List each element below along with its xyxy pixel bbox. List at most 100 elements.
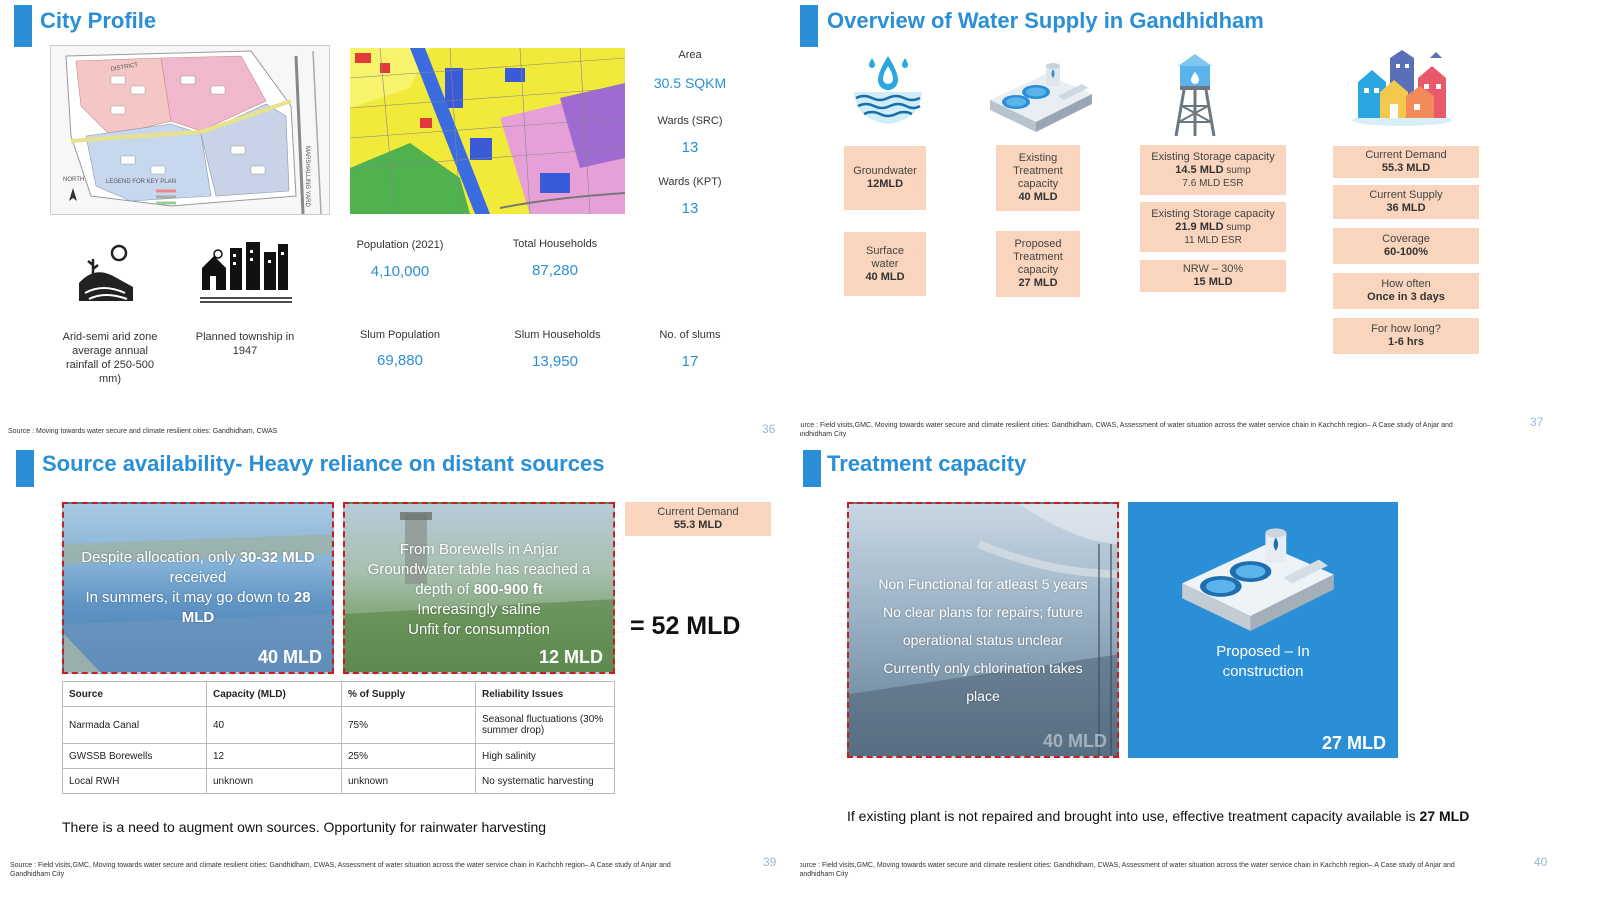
canal-photo-text: Despite allocation, only 30-32 MLD recei… xyxy=(70,548,326,628)
slum-population-label: Slum Population xyxy=(359,329,441,341)
canal-photo: Despite allocation, only 30-32 MLD recei… xyxy=(62,502,334,674)
slum-households-value: 13,950 xyxy=(532,353,578,370)
source-note: Source : Field visits,GMC, Moving toward… xyxy=(800,862,1455,878)
table-cell: unknown xyxy=(206,768,342,794)
households-value: 87,280 xyxy=(532,262,578,279)
groundwater-label: Groundwater xyxy=(853,165,917,177)
slide-title: Source availability- Heavy reliance on d… xyxy=(42,451,605,476)
borewell-text-1: From Borewells in Anjar xyxy=(399,541,559,558)
table-cell: Local RWH xyxy=(62,768,207,794)
table-cell: 40 xyxy=(206,706,342,744)
area-label: Area xyxy=(678,49,702,61)
table-header: % of Supply xyxy=(341,681,476,707)
slide-title: Treatment capacity xyxy=(827,451,1027,476)
slide-title: Overview of Water Supply in Gandhidham xyxy=(827,8,1264,33)
surface-water-label-2: water xyxy=(871,257,899,270)
table-header: Reliability Issues xyxy=(475,681,615,707)
effective-capacity-text: If existing plant is not repaired and br… xyxy=(847,808,1420,824)
wards-src-label: Wards (SRC) xyxy=(657,115,723,127)
nrw-label: NRW – 30% xyxy=(1182,263,1244,275)
borewell-text-5: Unfit for consumption xyxy=(408,621,550,638)
title-accent-bar xyxy=(14,5,32,47)
proposed-capacity: 27 MLD xyxy=(1321,733,1386,753)
table-cell: 12 xyxy=(206,743,342,769)
map-north-label: NORTH xyxy=(63,177,84,183)
source-table: Source Capacity (MLD) % of Supply Reliab… xyxy=(62,681,615,794)
treatment-plant-photo: Non Functional for atleast 5 years No cl… xyxy=(847,502,1119,758)
proposed-treatment-value: 27 MLD xyxy=(1018,277,1058,289)
current-supply-box: Current Supply 36 MLD xyxy=(1333,185,1479,219)
title-accent-bar xyxy=(803,450,821,487)
township-icon xyxy=(198,238,294,306)
proposed-label-2: construction xyxy=(1222,663,1304,680)
treatment-text-5: place xyxy=(966,688,1000,704)
map-yard-label: MARSHALLING YARD xyxy=(304,146,310,207)
how-often-value: Once in 3 days xyxy=(1367,291,1445,303)
table-cell: 25% xyxy=(341,743,476,769)
population-label: Population (2021) xyxy=(356,239,444,251)
current-supply-label: Current Supply xyxy=(1369,189,1443,201)
current-demand-box: Current Demand 55.3 MLD xyxy=(1333,146,1479,178)
storage-2-esr: 11 MLD ESR xyxy=(1184,234,1242,246)
existing-treatment-label-2: Treatment xyxy=(1013,165,1063,177)
houses-icon xyxy=(1350,48,1455,128)
page-number: 36 xyxy=(762,422,776,436)
storage-1-sump-unit: sump xyxy=(1223,164,1251,176)
canal-capacity: 40 MLD xyxy=(257,647,322,667)
effective-capacity-note: If existing plant is not repaired and br… xyxy=(847,807,1507,825)
map-legend-label: LEGEND FOR KEY PLAN xyxy=(106,179,176,185)
existing-treatment-box: Existing Treatment capacity 40 MLD xyxy=(996,145,1080,211)
borewell-text-3-bold: 800-900 ft xyxy=(473,581,543,598)
slums-count-label: No. of slums xyxy=(659,329,721,341)
slide-treatment-capacity: Treatment capacity Non Functional for at… xyxy=(800,450,1600,900)
slide-city-profile: City Profile NORTH LEGEND FOR KEY PLAN D… xyxy=(0,0,800,450)
table-row: Local RWH unknown unknown No systematic … xyxy=(62,768,615,794)
proposed-plant-panel: Proposed – In construction 27 MLD xyxy=(1128,502,1398,758)
canal-text-2: received xyxy=(169,569,227,586)
treatment-text-1: Non Functional for atleast 5 years xyxy=(878,576,1088,592)
title-accent-bar xyxy=(16,450,34,487)
nrw-box: NRW – 30% 15 MLD xyxy=(1140,260,1286,292)
source-note: Source : Field visits,GMC, Moving toward… xyxy=(800,422,1453,438)
proposed-label-1: Proposed – In xyxy=(1216,643,1310,660)
slum-population-value: 69,880 xyxy=(377,352,423,369)
storage-1-label: Existing Storage capacity xyxy=(1151,150,1275,163)
treatment-photo-text: Non Functional for atleast 5 years No cl… xyxy=(855,570,1111,710)
table-cell: No systematic harvesting xyxy=(475,768,615,794)
surface-water-label: Surface xyxy=(866,244,904,257)
table-cell: Seasonal fluctuations (30% summer drop) xyxy=(475,706,615,744)
climate-text: Arid-semi arid zone average annual rainf… xyxy=(62,331,158,385)
treatment-text-2: No clear plans for repairs; future xyxy=(883,604,1083,620)
storage-box-2: Existing Storage capacity 21.9 MLD sump … xyxy=(1140,202,1286,252)
borewell-text-4: Increasingly saline xyxy=(417,601,541,618)
current-demand-value: 55.3 MLD xyxy=(1381,162,1431,174)
nrw-value: 15 MLD xyxy=(1193,276,1233,288)
table-cell: unknown xyxy=(341,768,476,794)
treatment-text-3: operational status unclear xyxy=(902,632,1064,648)
augment-note: There is a need to augment own sources. … xyxy=(62,819,547,835)
current-demand-label: Current Demand xyxy=(657,506,739,518)
storage-1-sump-value: 14.5 MLD xyxy=(1175,163,1224,176)
area-value: 30.5 SQKM xyxy=(653,75,727,91)
title-accent-bar xyxy=(800,5,818,47)
total-supply: = 52 MLD xyxy=(630,612,741,640)
wards-kpt-label: Wards (KPT) xyxy=(658,176,722,188)
table-header-row: Source Capacity (MLD) % of Supply Reliab… xyxy=(62,681,615,707)
page-number: 37 xyxy=(1530,415,1544,429)
table-header: Source xyxy=(62,681,207,707)
page-number: 40 xyxy=(1534,855,1548,869)
proposed-treatment-box: Proposed Treatment capacity 27 MLD xyxy=(996,231,1080,297)
how-often-box: How often Once in 3 days xyxy=(1333,273,1479,309)
existing-treatment-label-3: capacity xyxy=(1017,178,1059,190)
arid-climate-icon xyxy=(75,243,137,305)
water-drop-icon xyxy=(848,48,928,128)
borewell-photo: From Borewells in Anjar Groundwater tabl… xyxy=(343,502,615,674)
storage-2-label: Existing Storage capacity xyxy=(1151,207,1275,220)
current-demand-label: Current Demand xyxy=(1365,149,1447,161)
existing-treatment-value: 40 MLD xyxy=(1018,191,1058,203)
source-note: Source : Field visits,GMC, Moving toward… xyxy=(10,862,671,878)
treatment-plant-icon xyxy=(986,56,1096,134)
proposed-treatment-label-2: Treatment xyxy=(1013,251,1063,263)
treatment-text-4: Currently only chlorination takes xyxy=(883,660,1083,676)
table-header: Capacity (MLD) xyxy=(206,681,342,707)
